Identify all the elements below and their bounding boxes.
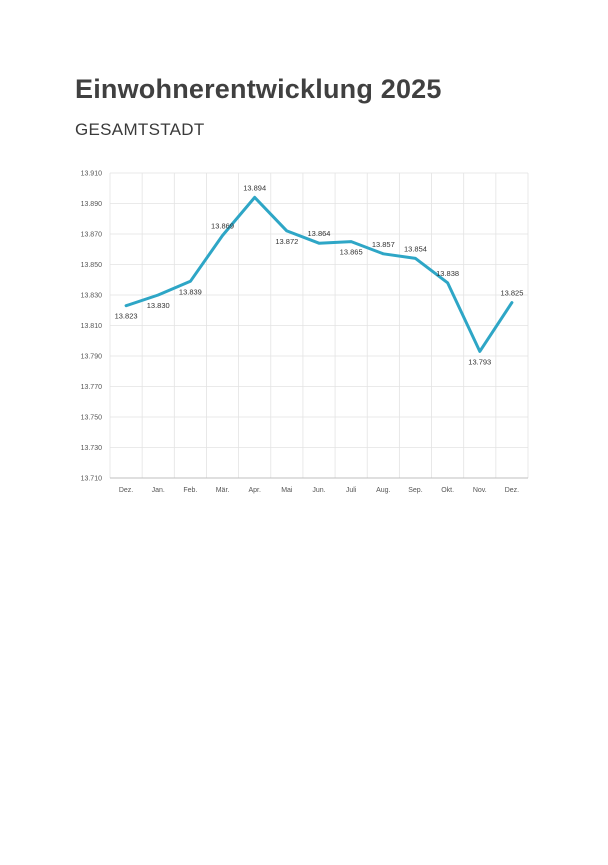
data-point bbox=[446, 281, 449, 284]
data-label: 13.894 bbox=[243, 183, 266, 192]
data-label: 13.823 bbox=[115, 312, 138, 321]
x-tick-label: Mai bbox=[281, 487, 293, 494]
x-tick-label: Mär. bbox=[216, 487, 230, 494]
page-title: Einwohnerentwicklung 2025 bbox=[75, 74, 442, 104]
chart-data-labels: 13.823 13.830 13.839 13.869 13.894 13.872 13.8… bbox=[115, 183, 524, 366]
x-tick-label: Sep. bbox=[408, 487, 422, 494]
data-point bbox=[349, 240, 353, 243]
x-tick-label: Dez. bbox=[119, 487, 133, 494]
data-point bbox=[189, 280, 192, 283]
y-tick-label: 13.710 bbox=[81, 476, 103, 483]
data-point bbox=[478, 350, 481, 353]
x-tick-label: Feb. bbox=[183, 487, 197, 494]
y-tick-label: 13.790 bbox=[81, 354, 103, 361]
data-point bbox=[124, 304, 128, 307]
y-tick-label: 13.910 bbox=[81, 171, 103, 178]
y-tick-label: 13.730 bbox=[81, 445, 103, 452]
data-label: 13.864 bbox=[308, 229, 331, 238]
data-label: 13.869 bbox=[211, 222, 234, 231]
data-point bbox=[157, 293, 160, 297]
y-tick-label: 13.850 bbox=[81, 262, 103, 269]
x-tick-label: Apr. bbox=[248, 487, 261, 494]
data-label: 13.854 bbox=[404, 244, 427, 253]
data-label: 13.825 bbox=[500, 289, 523, 298]
x-tick-label: Dez. bbox=[505, 487, 519, 494]
data-point bbox=[414, 257, 417, 260]
y-tick-label: 13.750 bbox=[81, 415, 103, 422]
data-point bbox=[510, 301, 514, 304]
data-label: 13.838 bbox=[436, 269, 459, 278]
data-label: 13.865 bbox=[340, 248, 363, 257]
x-tick-label: Okt. bbox=[441, 487, 454, 494]
data-point bbox=[382, 252, 385, 256]
chart-grid bbox=[109, 172, 529, 479]
data-label: 13.839 bbox=[179, 287, 202, 296]
y-tick-label: 13.890 bbox=[81, 201, 103, 208]
data-label: 13.857 bbox=[372, 240, 395, 249]
data-label: 13.793 bbox=[468, 357, 491, 366]
data-point bbox=[253, 196, 256, 199]
data-point bbox=[285, 229, 289, 233]
data-point bbox=[317, 241, 321, 245]
x-tick-label: Aug. bbox=[376, 487, 390, 494]
chart-axes: 13.710 13.730 13.750 13.770 13.790 13.810 13.8… bbox=[81, 171, 528, 494]
data-label: 13.830 bbox=[147, 301, 170, 310]
y-tick-label: 13.870 bbox=[81, 232, 103, 239]
y-tick-label: 13.830 bbox=[81, 293, 103, 300]
x-tick-label: Jan. bbox=[152, 487, 165, 494]
data-label: 13.872 bbox=[275, 237, 298, 246]
y-tick-label: 13.770 bbox=[81, 384, 103, 391]
y-tick-label: 13.810 bbox=[81, 323, 103, 330]
x-tick-label: Jun. bbox=[312, 487, 325, 494]
x-tick-label: Nov. bbox=[473, 487, 487, 494]
data-point bbox=[221, 234, 224, 237]
page-subtitle: GESAMTSTADT bbox=[75, 120, 205, 139]
chart-series bbox=[124, 195, 514, 353]
x-tick-label: Juli bbox=[346, 487, 357, 494]
